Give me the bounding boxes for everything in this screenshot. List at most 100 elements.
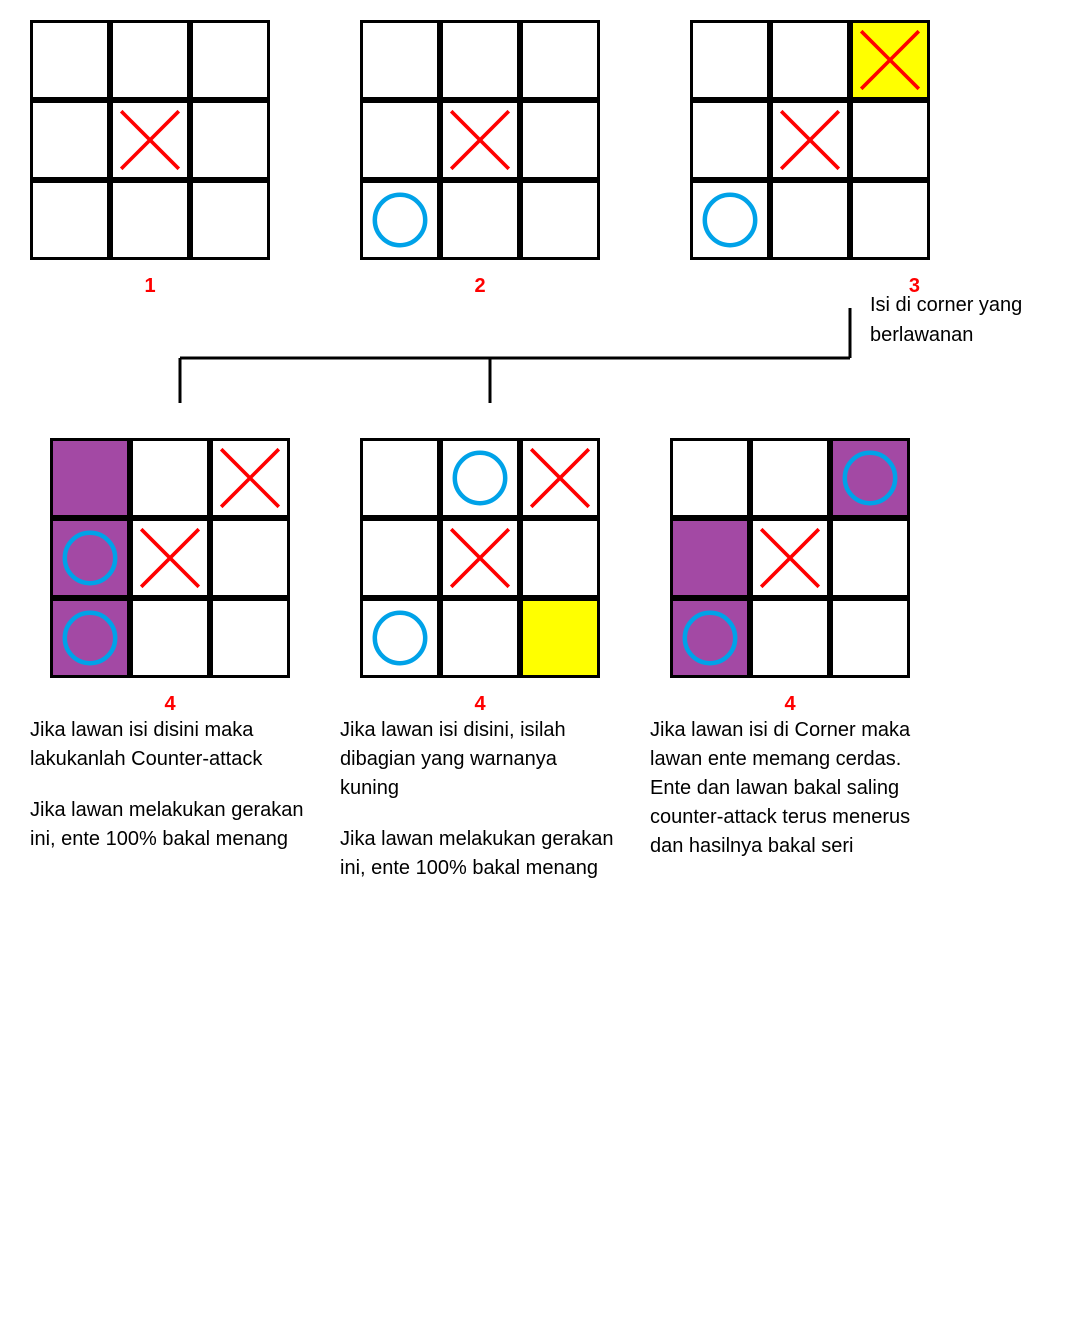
cell [440, 20, 520, 100]
x-mark [114, 104, 186, 176]
cell [520, 598, 600, 678]
bottom-row: 4 Jika lawan isi disini maka lakukanlah … [50, 438, 1048, 905]
desc-paragraph: Jika lawan isi disini, isilah dibagian y… [340, 716, 620, 803]
board-4b [360, 438, 600, 678]
cell [360, 180, 440, 260]
cell [110, 180, 190, 260]
cell [830, 598, 910, 678]
cell [690, 180, 770, 260]
cell [440, 180, 520, 260]
board-2 [360, 20, 600, 260]
o-mark [364, 602, 436, 674]
board-4b-label: 4 [474, 693, 485, 716]
board-4c-wrap: 4 Jika lawan isi di Corner maka lawan en… [670, 438, 910, 883]
cell [130, 518, 210, 598]
cell [520, 438, 600, 518]
cell [130, 438, 210, 518]
board-4c-desc: Jika lawan isi di Corner maka lawan ente… [650, 716, 930, 883]
board-2-wrap: 2 [360, 20, 600, 298]
board-4b-desc: Jika lawan isi disini, isilah dibagian y… [340, 716, 620, 905]
cell [210, 518, 290, 598]
board-4a-wrap: 4 Jika lawan isi disini maka lakukanlah … [50, 438, 290, 876]
cell [850, 20, 930, 100]
board-4a [50, 438, 290, 678]
cell [770, 20, 850, 100]
o-mark [694, 184, 766, 256]
cell [440, 518, 520, 598]
cell [360, 100, 440, 180]
cell [670, 438, 750, 518]
board-4c-label: 4 [784, 693, 795, 716]
cell [440, 100, 520, 180]
cell [190, 180, 270, 260]
x-mark [214, 442, 286, 514]
board-3-wrap: 3 Isi di corner yang berlawanan [690, 20, 930, 298]
desc-paragraph: Jika lawan melakukan gerakan ini, ente 1… [340, 825, 620, 883]
cell [190, 100, 270, 180]
x-mark [444, 522, 516, 594]
board-1-wrap: 1 [30, 20, 270, 298]
x-mark [134, 522, 206, 594]
cell [690, 20, 770, 100]
desc-paragraph: Jika lawan isi disini maka lakukanlah Co… [30, 716, 310, 774]
desc-paragraph: Jika lawan isi di Corner maka lawan ente… [650, 716, 930, 861]
cell [670, 598, 750, 678]
connector-lines [20, 308, 1048, 438]
cell [130, 598, 210, 678]
cell [360, 598, 440, 678]
cell [30, 20, 110, 100]
grid [690, 20, 930, 260]
cell [770, 100, 850, 180]
grid [30, 20, 270, 260]
grid [360, 438, 600, 678]
board-1 [30, 20, 270, 260]
cell [770, 180, 850, 260]
board-4b-wrap: 4 Jika lawan isi disini, isilah dibagian… [360, 438, 600, 905]
board-4a-label: 4 [164, 693, 175, 716]
board-1-label: 1 [144, 275, 155, 298]
x-mark [854, 24, 926, 96]
cell [520, 180, 600, 260]
o-mark [834, 442, 906, 514]
grid [670, 438, 910, 678]
x-mark [524, 442, 596, 514]
desc-paragraph: Jika lawan melakukan gerakan ini, ente 1… [30, 796, 310, 854]
o-mark [54, 522, 126, 594]
o-mark [674, 602, 746, 674]
o-mark [444, 442, 516, 514]
cell [850, 180, 930, 260]
cell [690, 100, 770, 180]
o-mark [364, 184, 436, 256]
board-2-label: 2 [474, 275, 485, 298]
x-mark [774, 104, 846, 176]
cell [110, 100, 190, 180]
cell [30, 180, 110, 260]
cell [50, 598, 130, 678]
cell [830, 438, 910, 518]
cell [360, 518, 440, 598]
board-4a-desc: Jika lawan isi disini maka lakukanlah Co… [30, 716, 310, 876]
cell [50, 518, 130, 598]
cell [440, 438, 520, 518]
cell [190, 20, 270, 100]
cell [750, 518, 830, 598]
cell [830, 518, 910, 598]
cell [750, 438, 830, 518]
board-4c [670, 438, 910, 678]
x-mark [754, 522, 826, 594]
cell [440, 598, 520, 678]
board-3 [690, 20, 930, 260]
cell [30, 100, 110, 180]
grid [360, 20, 600, 260]
connector [20, 308, 1048, 438]
o-mark [54, 602, 126, 674]
cell [360, 438, 440, 518]
cell [210, 598, 290, 678]
top-row: 1 2 3 Isi di corner yang berlawanan [30, 20, 1048, 298]
cell [210, 438, 290, 518]
cell [520, 20, 600, 100]
x-mark [444, 104, 516, 176]
cell [110, 20, 190, 100]
cell [520, 518, 600, 598]
cell [520, 100, 600, 180]
